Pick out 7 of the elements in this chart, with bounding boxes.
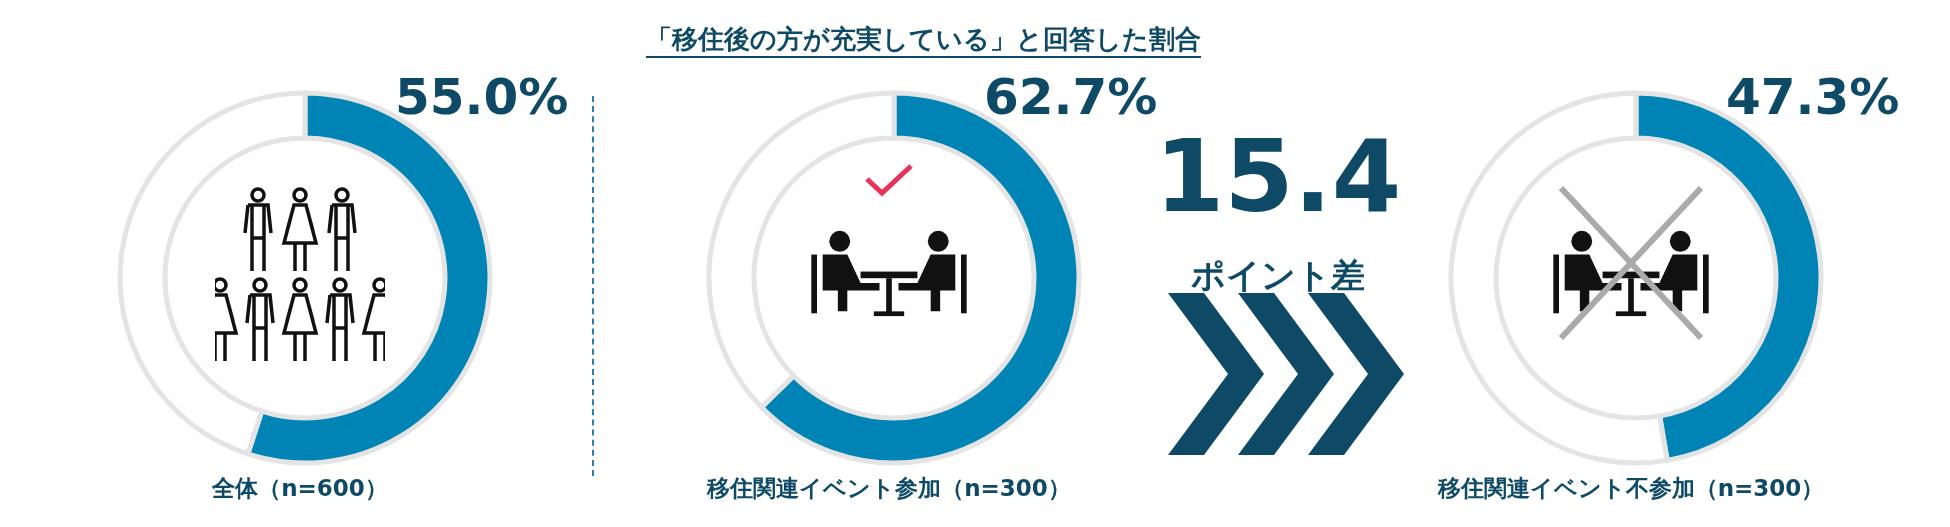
data-label: 47.3% [1726,68,1900,126]
text: 「移住後の方が充実している」と回答した割合 [645,24,1201,58]
text: 全体（n=600） [211,474,389,503]
data-label: 55.0% [395,68,569,126]
text: ポイント差 [1190,254,1366,297]
text: 移住関連イベント参加（n=300） [706,474,1072,503]
text: 移住関連イベント不参加（n=300） [1436,474,1826,503]
